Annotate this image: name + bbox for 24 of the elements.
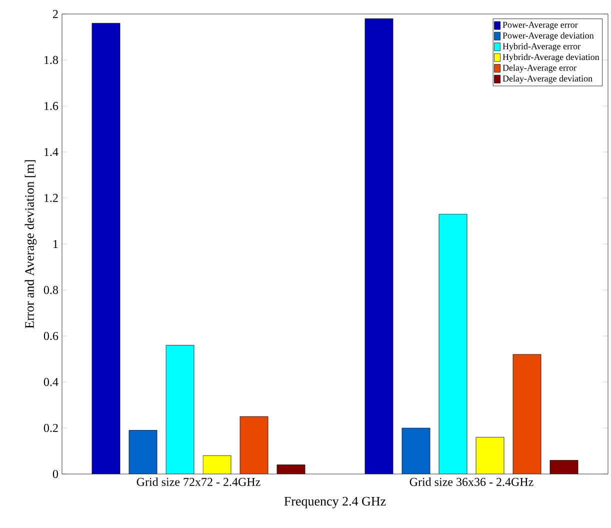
- y-tick-label: 1.2: [44, 194, 58, 202]
- y-axis-title: Error and Average deviation [m]: [24, 160, 37, 328]
- legend-label: Power-Average error: [502, 22, 578, 30]
- y-tick-label: 0.6: [44, 332, 58, 340]
- legend-label: Hybrid-Average error: [502, 42, 580, 52]
- x-axis-title: Frequency 2.4 GHz: [284, 496, 386, 508]
- bar: [240, 416, 268, 474]
- y-tick-label: 0.4: [44, 378, 58, 386]
- x-tick-label: Grid size 36x36 - 2.4GHz: [410, 478, 534, 486]
- legend-label: Power-Average deviation: [502, 32, 594, 40]
- y-tick-label: 0: [52, 470, 58, 478]
- y-tick-label: 1.8: [44, 56, 58, 64]
- legend-label: Hybridr-Average deviation: [502, 54, 600, 62]
- y-tick-label: 0.2: [44, 424, 58, 432]
- y-tick-label: 1.4: [44, 148, 58, 156]
- legend-label: Delay-Average error: [502, 64, 576, 73]
- legend-label: Delay-Average deviation: [502, 75, 592, 84]
- x-tick-label: Grid size 72x72 - 2.4GHz: [136, 478, 260, 486]
- y-tick-label: 1.6: [44, 102, 58, 110]
- y-tick-label: 1: [54, 240, 58, 248]
- bar: [512, 354, 542, 474]
- bar: [550, 460, 578, 474]
- y-tick-label: 0.8: [44, 286, 58, 294]
- y-tick-label: 2: [53, 10, 58, 18]
